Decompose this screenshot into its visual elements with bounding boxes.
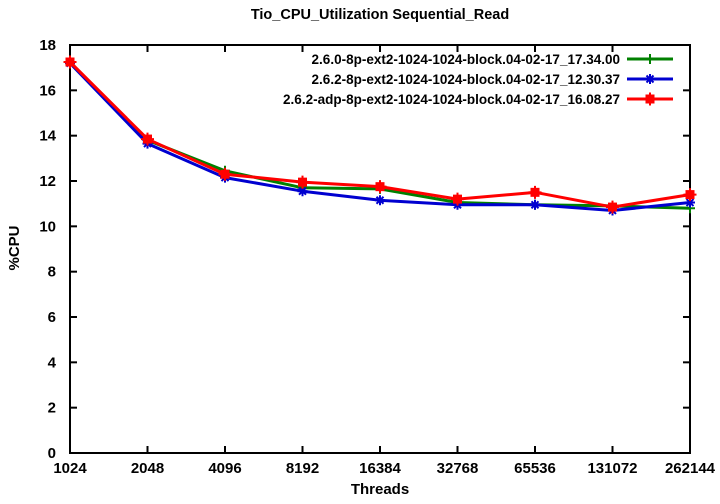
y-tick-label: 18: [39, 37, 56, 54]
data-point: [143, 134, 152, 144]
data-point: [298, 177, 307, 187]
y-tick-label: 12: [39, 173, 56, 190]
legend-marker-icon: [645, 94, 655, 104]
x-tick-label: 65536: [514, 460, 556, 477]
legend-marker-icon: [645, 74, 655, 84]
legend-label: 2.6.2-8p-ext2-1024-1024-block.04-02-17_1…: [312, 72, 620, 87]
data-point: [530, 199, 540, 210]
data-point: [608, 202, 617, 212]
y-tick-label: 8: [48, 264, 56, 281]
data-point: [375, 195, 385, 206]
y-tick-label: 14: [39, 128, 56, 145]
y-tick-label: 4: [48, 354, 57, 371]
x-tick-label: 1024: [53, 460, 87, 477]
data-point: [220, 169, 230, 179]
legend-marker-icon: [645, 54, 655, 64]
x-axis-label: Threads: [350, 481, 410, 498]
data-point: [530, 187, 540, 197]
chart-title: Tio_CPU_Utilization Sequential_Read: [250, 7, 510, 23]
x-tick-label: 16384: [359, 460, 401, 477]
data-point: [453, 194, 462, 204]
x-tick-label: 131072: [587, 460, 637, 477]
data-point: [375, 182, 385, 192]
y-tick-label: 2: [48, 400, 56, 417]
y-tick-label: 10: [39, 218, 56, 235]
x-tick-label: 262144: [665, 460, 716, 477]
legend-label: 2.6.2-adp-8p-ext2-1024-1024-block.04-02-…: [283, 92, 620, 107]
y-tick-label: 0: [48, 445, 56, 462]
data-point: [65, 57, 75, 67]
x-tick-label: 2048: [131, 460, 164, 477]
x-tick-label: 32768: [437, 460, 479, 477]
data-point: [685, 197, 695, 208]
y-tick-label: 16: [39, 82, 56, 99]
data-point: [685, 190, 695, 200]
legend-label: 2.6.0-8p-ext2-1024-1024-block.04-02-17_1…: [312, 52, 620, 67]
x-tick-label: 4096: [208, 460, 241, 477]
y-tick-label: 6: [48, 309, 56, 326]
x-tick-label: 8192: [286, 460, 319, 477]
data-point: [297, 186, 308, 197]
